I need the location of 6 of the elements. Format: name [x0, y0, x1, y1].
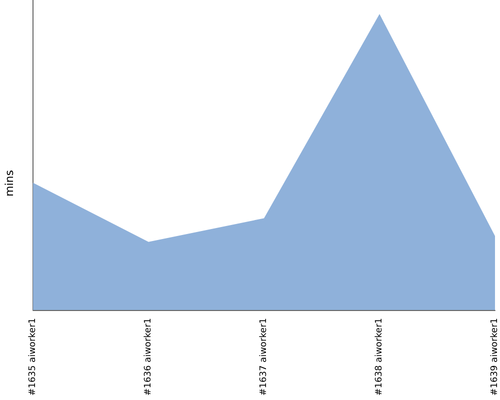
y-axis-title: mins — [3, 170, 16, 196]
x-tick-label: #1636 aiworker1 — [144, 318, 154, 396]
x-tick-label: #1637 aiworker1 — [259, 318, 269, 396]
x-tick-label: #1635 aiworker1 — [28, 318, 38, 396]
x-tick-label: #1638 aiworker1 — [374, 318, 384, 396]
x-tick-label: #1639 aiworker1 — [490, 318, 500, 396]
